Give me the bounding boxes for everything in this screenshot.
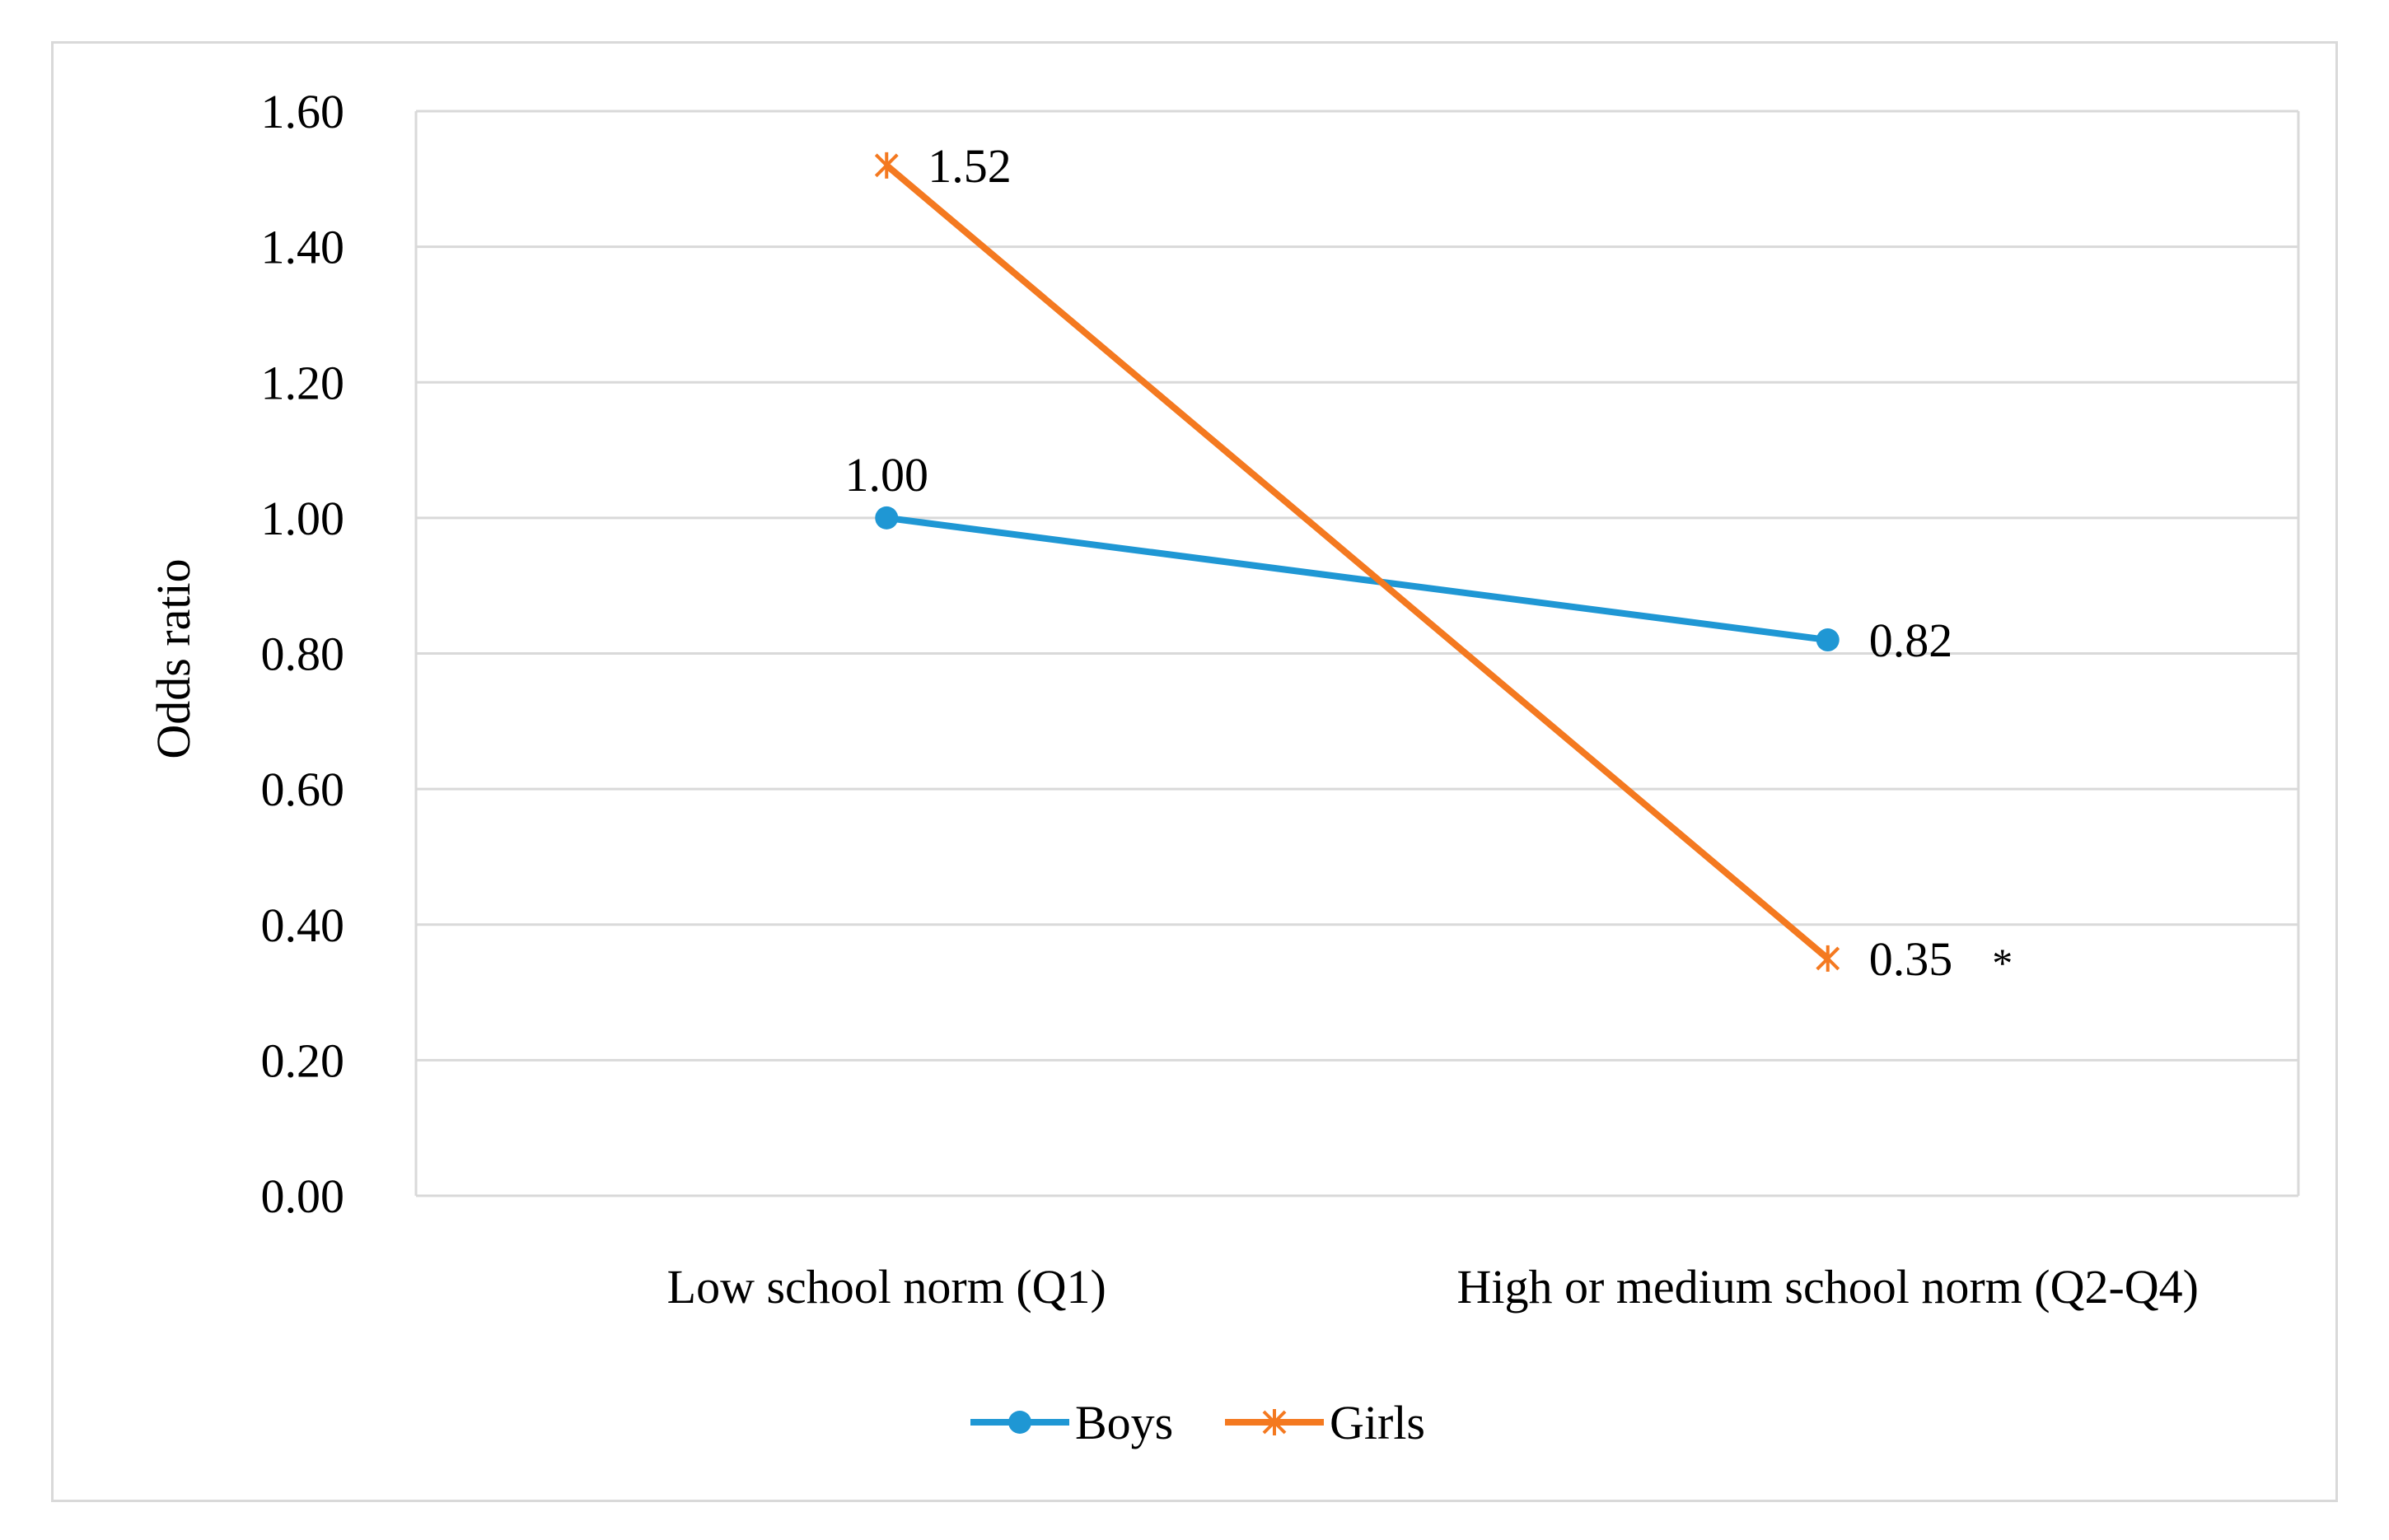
- y-tick-label: 1.60: [261, 85, 345, 138]
- girls-point: [874, 152, 899, 179]
- y-tick-label: 0.60: [261, 763, 345, 816]
- y-tick-label: 1.00: [261, 492, 345, 545]
- y-axis-ticks: 0.00 0.20 0.40 0.60 0.80 1.00 1.20 1.40 1.60: [261, 85, 345, 1223]
- legend-label-girls: Girls: [1330, 1396, 1425, 1449]
- series-line-girls: [884, 162, 1830, 961]
- x-axis-categories: Low school norm (Q1) High or medium schoo…: [667, 1260, 2199, 1314]
- chart-frame: [51, 41, 2338, 1502]
- x-category-label: High or medium school norm (Q2-Q4): [1457, 1260, 2199, 1314]
- y-axis-title: Odds ratio: [147, 558, 200, 758]
- boys-data-label: 0.82: [1869, 614, 1953, 667]
- boys-point: [875, 506, 899, 530]
- legend-label-boys: Boys: [1075, 1396, 1173, 1449]
- y-tick-label: 0.00: [261, 1169, 345, 1223]
- y-tick-label: 0.80: [261, 628, 345, 681]
- y-tick-label: 0.40: [261, 898, 345, 952]
- y-tick-label: 1.20: [261, 356, 345, 409]
- girls-point: [1816, 945, 1840, 972]
- legend-marker-boys: [1008, 1411, 1031, 1434]
- legend: Boys Girls: [970, 1396, 1425, 1449]
- girls-data-label: 0.35: [1869, 932, 1953, 986]
- gridlines: [414, 110, 2300, 1197]
- series-group: 1.00 0.82 1.52 0.35 *: [845, 139, 2013, 986]
- y-tick-label: 1.40: [261, 221, 345, 274]
- legend-marker-girls: [1262, 1409, 1287, 1435]
- y-tick-label: 0.20: [261, 1034, 345, 1087]
- boys-data-label: 1.00: [845, 448, 929, 502]
- legend-item-girls: Girls: [1225, 1396, 1425, 1449]
- boys-point: [1816, 628, 1840, 652]
- girls-data-label: 1.52: [928, 139, 1012, 193]
- series-line-boys: [886, 514, 1829, 644]
- legend-item-boys: Boys: [970, 1396, 1173, 1449]
- x-category-label: Low school norm (Q1): [667, 1260, 1106, 1314]
- significance-marker: *: [1992, 940, 2013, 986]
